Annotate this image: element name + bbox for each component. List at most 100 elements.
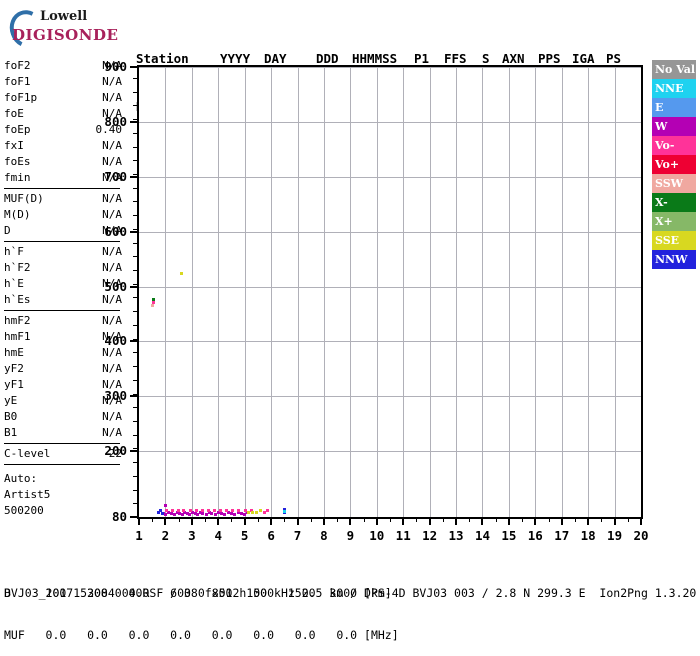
- param-value: N/A: [102, 245, 122, 258]
- y-tick-minor: [133, 297, 139, 299]
- y-tick-minor: [133, 407, 139, 409]
- x-tick-major: [138, 517, 140, 525]
- y-tick-minor: [133, 283, 139, 285]
- header-col-station: Station: [136, 51, 189, 66]
- legend-item-noval[interactable]: No Val: [652, 60, 696, 79]
- legend-item-ssw[interactable]: SSW: [652, 174, 696, 193]
- param-group-divider: [4, 443, 120, 444]
- x-axis-label: 16: [527, 528, 543, 543]
- param-row: B0 N/A: [2, 409, 124, 425]
- legend-item-vo[interactable]: Vo-: [652, 136, 696, 155]
- x-axis-label: 15: [501, 528, 517, 543]
- y-tick-minor: [133, 270, 139, 272]
- param-row: foE N/A: [2, 106, 124, 122]
- x-axis-label: 8: [320, 528, 328, 543]
- param-value: N/A: [102, 394, 122, 407]
- x-tick-minor: [178, 517, 180, 522]
- x-axis-label: 4: [214, 528, 223, 543]
- y-axis-label: 300: [104, 388, 127, 404]
- echo-point-w: [240, 512, 243, 516]
- ionogram-plot-area[interactable]: 200 300 400 500 600 700 800 900 80 1 2 3 4 5 6 7 8 9 10 11 1…: [104, 59, 648, 543]
- x-axis-label: 9: [346, 528, 355, 543]
- y-tick-minor: [133, 324, 139, 326]
- param-value: N/A: [102, 378, 122, 391]
- echo-point-w: [196, 513, 200, 517]
- vertical-gridline: [561, 67, 563, 517]
- x-tick-minor: [495, 517, 497, 522]
- legend-item-w[interactable]: W: [652, 117, 696, 136]
- x-tick-major: [507, 517, 510, 525]
- param-row: C-level 22: [2, 446, 124, 462]
- x-axis-label: 3: [188, 528, 196, 543]
- legend-item-x[interactable]: X+: [652, 212, 696, 231]
- y-tick-minor: [133, 228, 139, 230]
- echo-point-w: [193, 512, 197, 516]
- vertical-gridline: [297, 67, 299, 517]
- vertical-gridline: [614, 67, 616, 517]
- param-row: h`F2 N/A: [2, 260, 124, 276]
- header-col-day: DAY: [264, 51, 287, 66]
- x-tick-minor: [337, 517, 339, 522]
- echo-point-w: [188, 513, 192, 517]
- echo-point-vo: [243, 508, 247, 512]
- echo-point-w: [236, 510, 240, 514]
- legend-item-e[interactable]: E: [652, 98, 696, 117]
- y-tick-minor: [133, 311, 139, 313]
- auto-name: Artist5: [4, 488, 51, 501]
- legend-item-nnw[interactable]: NNW: [652, 250, 696, 269]
- echo-point-vo: [182, 508, 186, 512]
- x-tick-major: [349, 517, 352, 525]
- param-name: C-level: [4, 447, 51, 460]
- x-tick-minor: [363, 517, 365, 522]
- header-col-iga: IGA: [572, 51, 595, 66]
- param-row: fmin N/A: [2, 170, 124, 186]
- echo-point-w: [185, 512, 189, 516]
- x-tick-major: [640, 517, 642, 525]
- direction-color-legend: No Val NNE E W Vo- Vo+ SSW X- X+ SSE NNW: [652, 60, 696, 269]
- echo-point-w: [172, 513, 176, 517]
- echo-point-vo: [177, 508, 181, 512]
- param-name: h`E: [4, 277, 24, 290]
- param-name: foEp: [4, 123, 31, 136]
- y-tick-minor: [133, 379, 139, 381]
- y-tick-minor: [133, 420, 139, 422]
- legend-item-sse[interactable]: SSE: [652, 231, 696, 250]
- param-name: h`Es: [4, 293, 31, 306]
- y-tick-minor: [133, 338, 139, 340]
- distance-row: D 100 200 400 600 800 1000 1500 3000 [km…: [4, 586, 392, 600]
- y-tick-minor: [133, 489, 139, 491]
- y-tick-major: [130, 450, 139, 453]
- echo-point-vo: [189, 508, 193, 512]
- param-value: N/A: [102, 362, 122, 375]
- echo-point-w: [213, 513, 217, 517]
- vertical-gridline: [376, 67, 378, 517]
- y-tick-minor: [133, 448, 139, 450]
- x-axis-label: 2: [161, 528, 170, 543]
- legend-item-vo[interactable]: Vo+: [652, 155, 696, 174]
- y-axis-label: 600: [104, 223, 127, 239]
- vertical-gridline: [535, 67, 537, 517]
- x-tick-minor: [152, 517, 154, 522]
- param-row: foF2 N/A: [2, 58, 124, 74]
- echo-point-vo: [224, 508, 228, 512]
- header-col-yyyy: YYYY: [220, 51, 251, 66]
- x-axis-label: 11: [395, 528, 411, 543]
- legend-item-x[interactable]: X-: [652, 193, 696, 212]
- auto-code: 500200: [4, 504, 44, 517]
- x-tick-major: [560, 517, 563, 525]
- echo-point-w: [243, 513, 247, 517]
- vertical-gridline: [191, 67, 193, 517]
- param-name: D: [4, 224, 11, 237]
- param-row: hmF2 N/A: [2, 313, 124, 329]
- vertical-gridline: [429, 67, 431, 517]
- vertical-gridline: [165, 67, 167, 517]
- legend-item-nne[interactable]: NNE: [652, 79, 696, 98]
- echo-point-w: [169, 512, 173, 516]
- param-row: h`E N/A: [2, 276, 124, 292]
- vertical-gridline: [323, 67, 325, 517]
- vertical-gridline: [588, 67, 590, 517]
- echo-point-w: [216, 510, 220, 514]
- y-tick-minor: [133, 160, 139, 162]
- header-col-ffs: FFS: [444, 51, 467, 66]
- horizontal-gridline: [139, 231, 641, 233]
